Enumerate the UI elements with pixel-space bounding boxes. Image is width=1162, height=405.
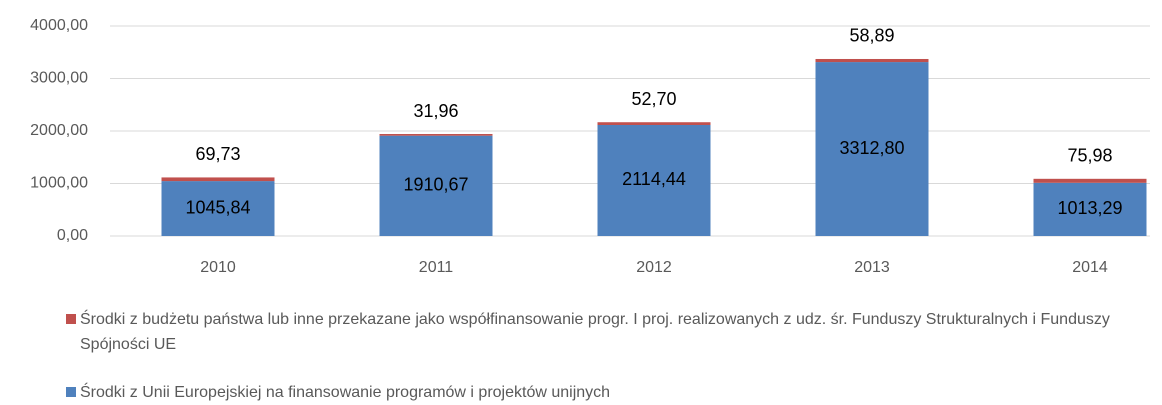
legend-swatch [66, 314, 76, 324]
y-tick-label: 3000,00 [30, 70, 88, 87]
bar-segment [379, 135, 493, 236]
chart: 0,00 1000,00 2000,00 3000,00 4000,00 2010 1045… [30, 17, 1150, 276]
legend-swatch [66, 387, 76, 397]
x-tick-label: 2013 [854, 259, 890, 276]
bar-segment [815, 62, 929, 236]
bar-segment [161, 177, 275, 182]
legend-item: Środki z Unii Europejskiej na finansowan… [66, 380, 1126, 405]
bar-segment [597, 122, 711, 125]
bar-segment [379, 134, 493, 136]
data-label: 52,70 [631, 89, 676, 109]
x-tick-label: 2014 [1072, 259, 1108, 276]
bar-segment [1033, 182, 1147, 236]
data-label: 69,73 [195, 144, 240, 164]
bar-segment [161, 181, 275, 236]
bar-segment [597, 124, 711, 236]
data-label: 75,98 [1067, 146, 1112, 166]
data-label: 1013,29 [1057, 198, 1122, 218]
data-label: 1910,67 [403, 175, 468, 195]
data-label: 3312,80 [839, 138, 904, 158]
data-label: 1045,84 [185, 197, 250, 217]
y-tick-label: 0,00 [57, 227, 88, 244]
data-label: 58,89 [849, 26, 894, 46]
data-label: 31,96 [413, 101, 458, 121]
x-tick-label: 2010 [200, 259, 236, 276]
y-tick-label: 1000,00 [30, 175, 88, 192]
bar-segment [815, 58, 929, 63]
legend-label: Środki z Unii Europejskiej na finansowan… [80, 384, 611, 401]
x-tick-label: 2012 [636, 259, 672, 276]
y-tick-label: 2000,00 [30, 122, 88, 139]
legend-item: Środki z budżetu państwa lub inne przeka… [66, 307, 1126, 357]
legend-label: Środki z budżetu państwa lub inne przeka… [80, 311, 1110, 353]
data-label: 2114,44 [622, 169, 686, 189]
bar-segment [1033, 178, 1147, 183]
x-tick-label: 2011 [419, 259, 454, 276]
y-tick-label: 4000,00 [30, 17, 88, 34]
